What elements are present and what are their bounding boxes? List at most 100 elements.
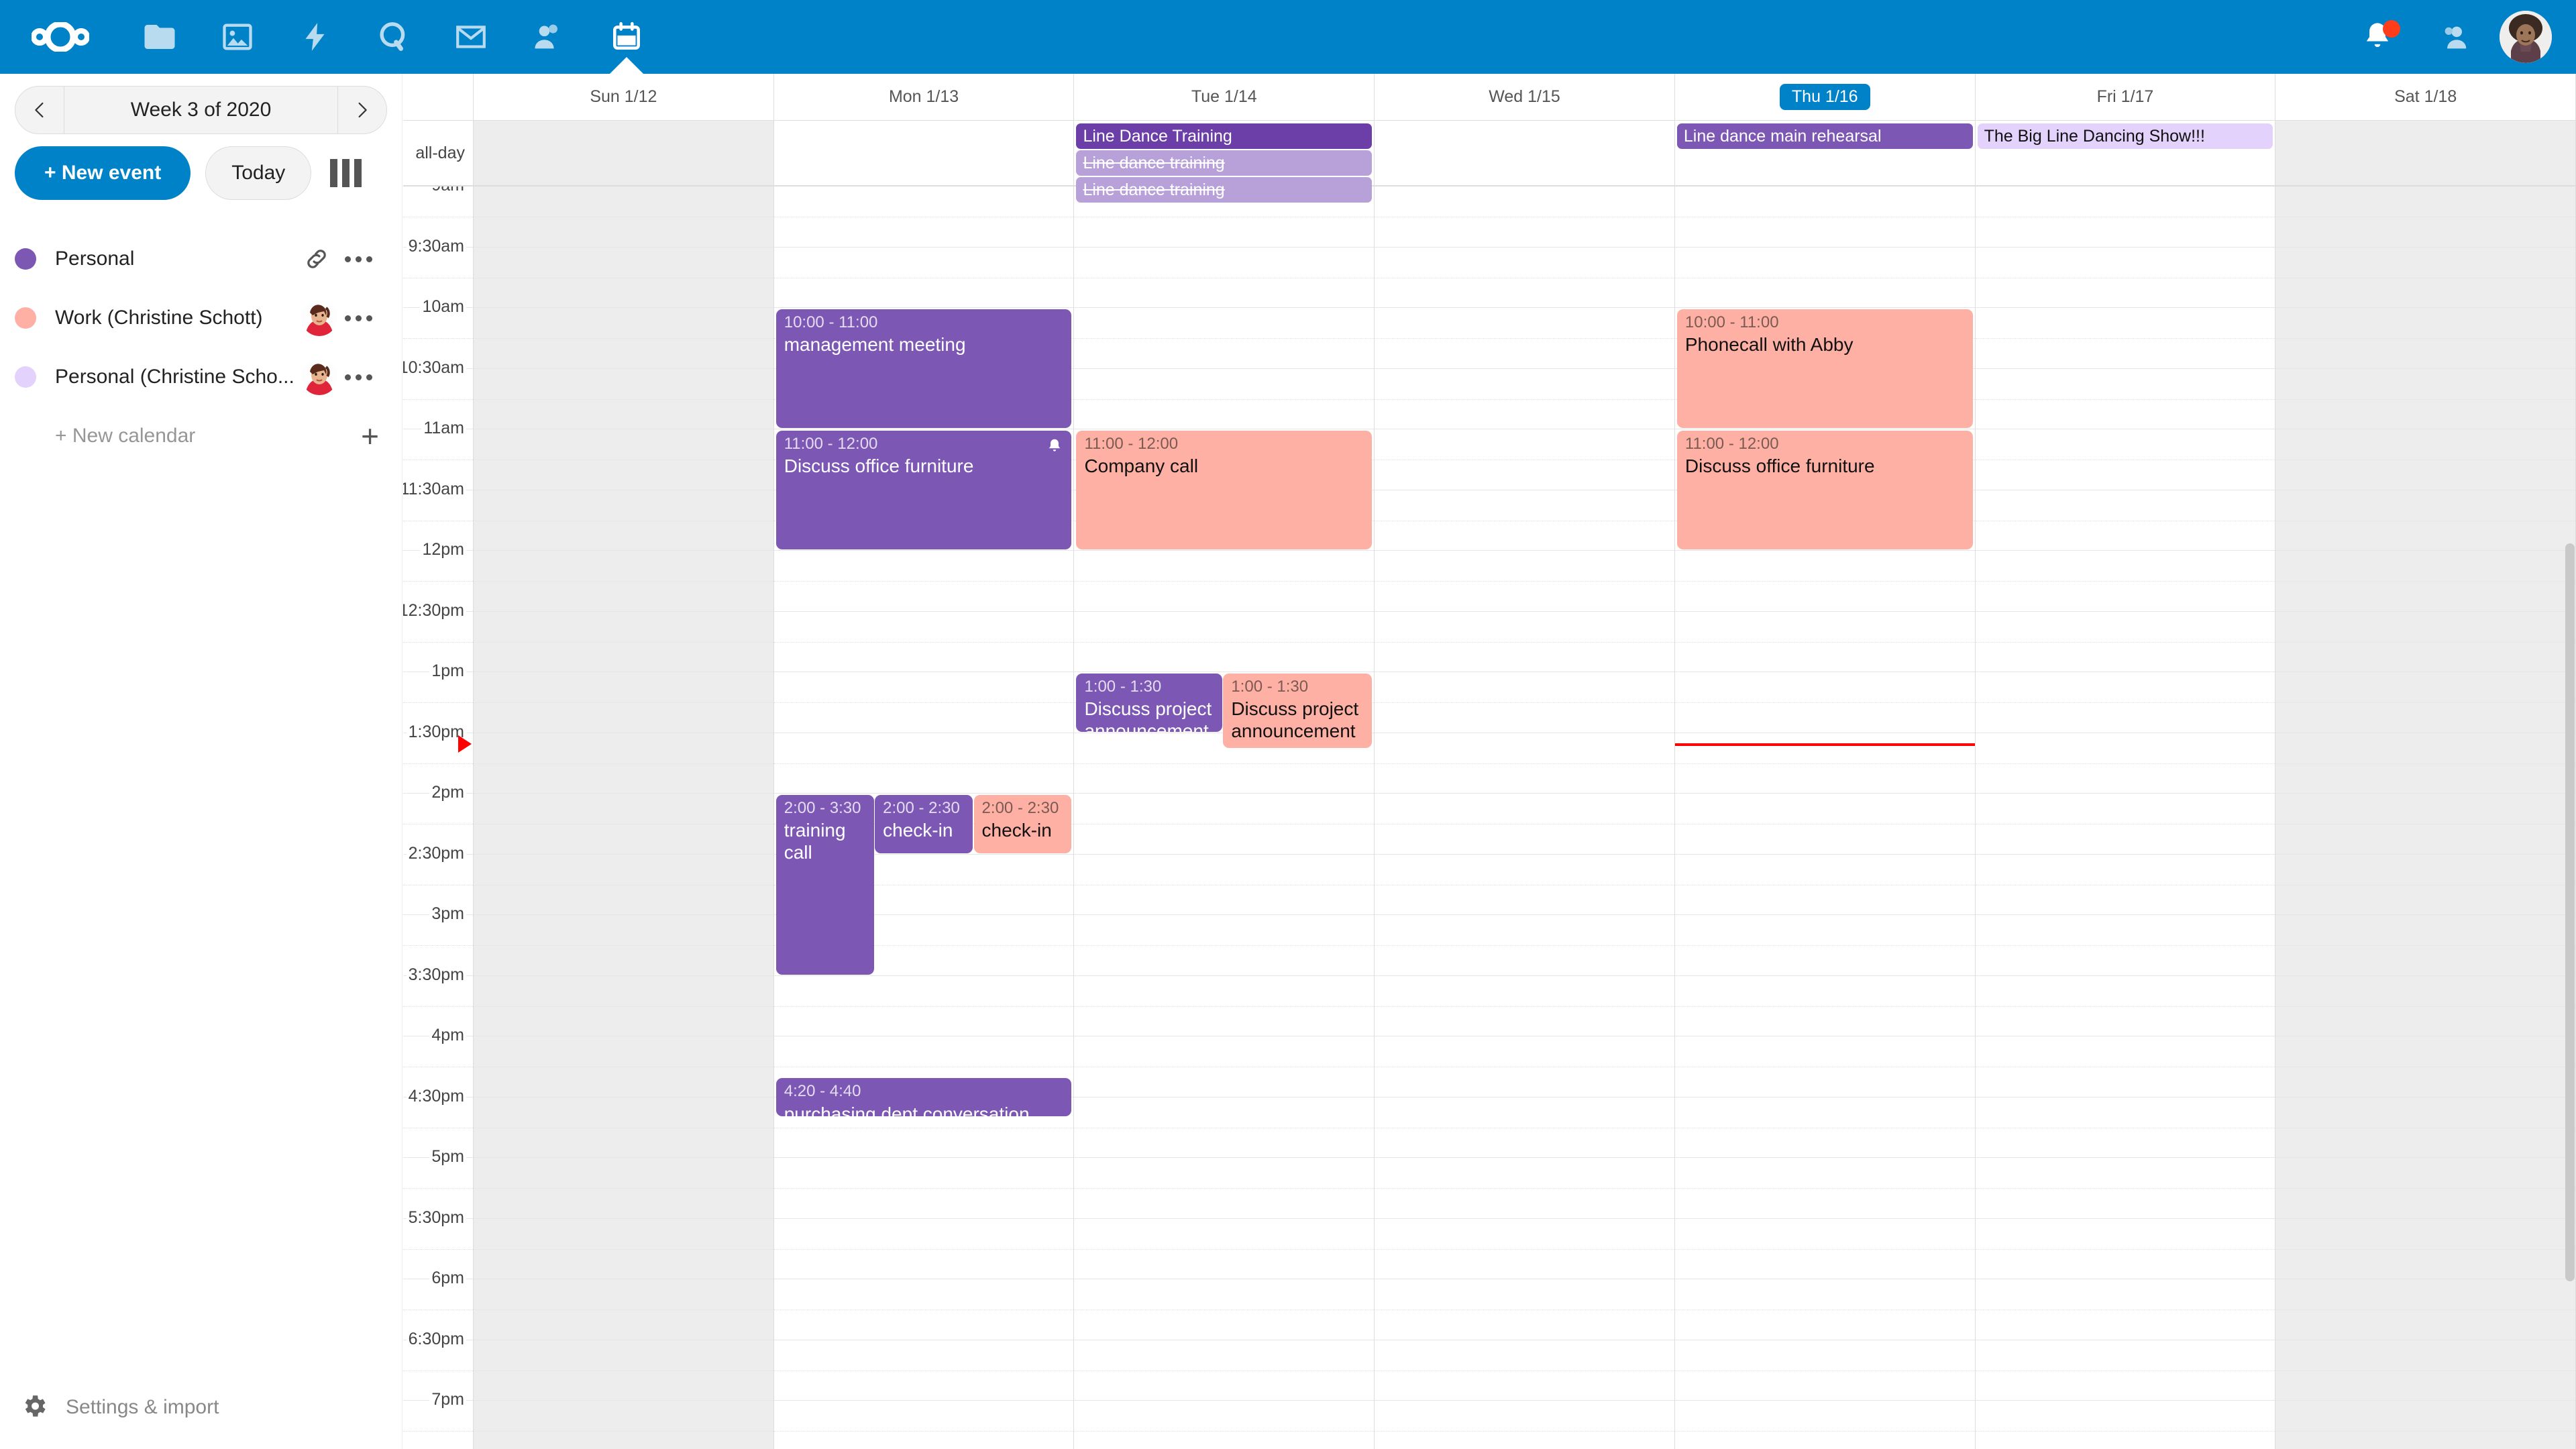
grid-cell[interactable]: [2275, 551, 2576, 612]
grid-cell[interactable]: [474, 1219, 773, 1279]
grid-cell[interactable]: [1975, 1219, 2275, 1279]
calendar-event[interactable]: 10:00 - 11:00 management meeting: [775, 309, 1072, 428]
day-column[interactable]: [1975, 186, 2276, 1449]
shared-avatar-icon[interactable]: [301, 359, 337, 395]
vertical-scrollbar[interactable]: [2565, 543, 2575, 1281]
shared-avatar-icon[interactable]: [301, 300, 337, 336]
grid-cell[interactable]: [2275, 794, 2576, 855]
calendar-scroll-area[interactable]: 9am 9:30am 10am 10:30am 11am 11:30am 12pm 12:30…: [403, 186, 2576, 1449]
grid-cell[interactable]: [1375, 369, 1674, 429]
day-header-wed[interactable]: Wed 1/15: [1375, 74, 1675, 120]
grid-cell[interactable]: [474, 248, 773, 308]
grid-cell[interactable]: [1375, 1036, 1674, 1097]
grid-cell[interactable]: [474, 733, 773, 794]
grid-cell[interactable]: [1375, 1097, 1674, 1158]
all-day-column[interactable]: The Big Line Dancing Show!!!: [1976, 121, 2276, 185]
grid-cell[interactable]: [1074, 855, 1375, 915]
day-column[interactable]: 10:00 - 11:00 management meeting 11:00 - 1…: [773, 186, 1075, 1449]
grid-cell[interactable]: [1975, 429, 2275, 490]
day-column[interactable]: [2275, 186, 2576, 1449]
grid-cell[interactable]: [1975, 308, 2275, 369]
grid-cell[interactable]: [1375, 186, 1674, 248]
grid-cell[interactable]: [1375, 855, 1674, 915]
grid-cell[interactable]: [1674, 1158, 1975, 1219]
grid-cell[interactable]: [1375, 794, 1674, 855]
grid-cell[interactable]: [1975, 794, 2275, 855]
grid-cell[interactable]: [1074, 186, 1375, 248]
grid-cell[interactable]: [1674, 794, 1975, 855]
grid-cell[interactable]: [1074, 248, 1375, 308]
grid-cell[interactable]: [1375, 672, 1674, 733]
grid-cell[interactable]: [1375, 1279, 1674, 1340]
day-column[interactable]: [1375, 186, 1675, 1449]
grid-cell[interactable]: [1674, 1279, 1975, 1340]
grid-cell[interactable]: [773, 1219, 1074, 1279]
grid-cell[interactable]: [1674, 186, 1975, 248]
previous-week-button[interactable]: [15, 87, 64, 133]
grid-cell[interactable]: [1375, 733, 1674, 794]
grid-cell[interactable]: [1975, 733, 2275, 794]
grid-cell[interactable]: [1074, 733, 1375, 794]
grid-cell[interactable]: [1375, 490, 1674, 551]
grid-cell[interactable]: [1975, 1279, 2275, 1340]
grid-cell[interactable]: [1975, 1036, 2275, 1097]
grid-cell[interactable]: [1975, 855, 2275, 915]
today-button[interactable]: Today: [205, 146, 312, 200]
grid-cell[interactable]: [773, 1158, 1074, 1219]
grid-cell[interactable]: [1074, 915, 1375, 976]
grid-cell[interactable]: [773, 1097, 1074, 1158]
calendar-list-item-personal-christine-schott[interactable]: Personal (Christine Scho...: [0, 347, 402, 407]
all-day-event[interactable]: Line dance training: [1076, 150, 1373, 176]
grid-cell[interactable]: [1975, 1158, 2275, 1219]
day-column[interactable]: [474, 186, 774, 1449]
grid-cell[interactable]: [2275, 855, 2576, 915]
grid-cell[interactable]: [474, 612, 773, 672]
grid-cell[interactable]: [1674, 612, 1975, 672]
grid-cell[interactable]: [474, 490, 773, 551]
three-dots-icon[interactable]: [337, 238, 379, 280]
grid-cell[interactable]: [1674, 1219, 1975, 1279]
grid-cell[interactable]: [1975, 1340, 2275, 1401]
columns-view-icon[interactable]: [330, 159, 362, 187]
all-day-column[interactable]: [2275, 121, 2576, 185]
calendar-list-item-personal[interactable]: Personal: [0, 229, 402, 288]
grid-cell[interactable]: [773, 672, 1074, 733]
grid-cell[interactable]: [1975, 186, 2275, 248]
grid-cell[interactable]: [474, 186, 773, 248]
nav-app-mail[interactable]: [432, 0, 510, 74]
calendar-event[interactable]: 11:00 - 12:00 Discuss office furniture: [1676, 431, 1973, 549]
grid-cell[interactable]: [474, 1158, 773, 1219]
grid-cell[interactable]: [1674, 248, 1975, 308]
nav-app-calendar[interactable]: [588, 0, 665, 74]
day-column[interactable]: 10:00 - 11:00 Phonecall with Abby 11:00 - …: [1674, 186, 1976, 1449]
grid-cell[interactable]: [1975, 976, 2275, 1036]
grid-cell[interactable]: [474, 308, 773, 369]
grid-cell[interactable]: [1674, 551, 1975, 612]
grid-cell[interactable]: [1674, 1097, 1975, 1158]
grid-cell[interactable]: [1674, 915, 1975, 976]
calendar-event[interactable]: 4:20 - 4:40 purchasing dept conversation: [775, 1078, 1072, 1116]
grid-cell[interactable]: [2275, 369, 2576, 429]
grid-cell[interactable]: [2275, 186, 2576, 248]
grid-cell[interactable]: [1975, 1401, 2275, 1449]
grid-cell[interactable]: [2275, 1279, 2576, 1340]
grid-cell[interactable]: [2275, 248, 2576, 308]
grid-cell[interactable]: [2275, 490, 2576, 551]
new-calendar-button[interactable]: + New calendar +: [0, 407, 402, 466]
grid-cell[interactable]: [474, 429, 773, 490]
grid-cell[interactable]: [773, 1279, 1074, 1340]
grid-cell[interactable]: [474, 369, 773, 429]
contacts-menu-button[interactable]: [2416, 0, 2494, 74]
grid-cell[interactable]: [1375, 248, 1674, 308]
grid-cell[interactable]: [474, 1279, 773, 1340]
all-day-event[interactable]: The Big Line Dancing Show!!!: [1977, 123, 2273, 149]
avatar[interactable]: [2500, 11, 2552, 63]
grid-cell[interactable]: [1375, 976, 1674, 1036]
current-period-label[interactable]: Week 3 of 2020: [64, 87, 338, 133]
grid-cell[interactable]: [474, 551, 773, 612]
grid-cell[interactable]: [1375, 612, 1674, 672]
grid-cell[interactable]: [1074, 1279, 1375, 1340]
grid-cell[interactable]: [773, 186, 1074, 248]
grid-cell[interactable]: [1975, 490, 2275, 551]
grid-cell[interactable]: [2275, 1340, 2576, 1401]
